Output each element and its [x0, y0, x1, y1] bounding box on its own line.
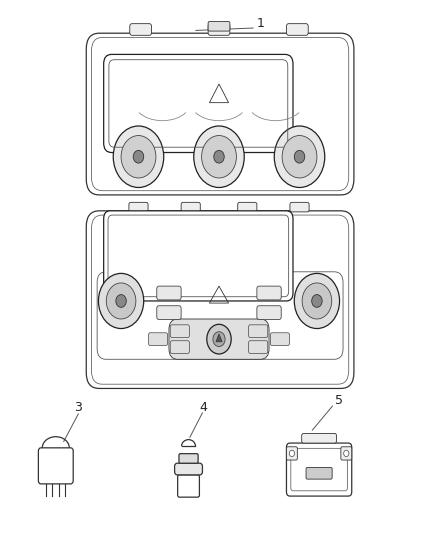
- Circle shape: [312, 295, 322, 308]
- Text: 5: 5: [335, 393, 343, 407]
- FancyBboxPatch shape: [286, 443, 352, 496]
- FancyBboxPatch shape: [157, 306, 181, 319]
- FancyBboxPatch shape: [175, 463, 202, 475]
- FancyBboxPatch shape: [179, 454, 198, 463]
- Circle shape: [213, 332, 225, 346]
- FancyBboxPatch shape: [290, 203, 309, 212]
- Text: 2: 2: [178, 225, 186, 239]
- FancyBboxPatch shape: [238, 203, 257, 212]
- FancyBboxPatch shape: [130, 23, 152, 35]
- Circle shape: [214, 150, 224, 163]
- Circle shape: [194, 126, 244, 188]
- FancyBboxPatch shape: [286, 447, 297, 460]
- FancyBboxPatch shape: [208, 21, 230, 31]
- FancyBboxPatch shape: [86, 211, 354, 389]
- FancyBboxPatch shape: [178, 475, 199, 497]
- Polygon shape: [216, 334, 222, 342]
- Circle shape: [282, 135, 317, 178]
- FancyBboxPatch shape: [170, 341, 189, 353]
- FancyBboxPatch shape: [169, 319, 269, 359]
- Circle shape: [133, 150, 144, 163]
- Circle shape: [274, 126, 325, 188]
- Text: 4: 4: [200, 400, 208, 414]
- FancyBboxPatch shape: [104, 54, 293, 152]
- FancyBboxPatch shape: [257, 286, 281, 300]
- Circle shape: [302, 283, 332, 319]
- Circle shape: [113, 126, 164, 188]
- FancyBboxPatch shape: [249, 325, 268, 337]
- FancyBboxPatch shape: [286, 23, 308, 35]
- Circle shape: [106, 283, 136, 319]
- FancyBboxPatch shape: [170, 325, 189, 337]
- Circle shape: [99, 273, 144, 328]
- FancyBboxPatch shape: [249, 341, 268, 353]
- FancyBboxPatch shape: [86, 33, 354, 195]
- FancyBboxPatch shape: [129, 203, 148, 212]
- Circle shape: [116, 295, 126, 308]
- FancyBboxPatch shape: [257, 306, 281, 319]
- FancyBboxPatch shape: [157, 286, 181, 300]
- FancyBboxPatch shape: [148, 333, 168, 345]
- Circle shape: [294, 150, 305, 163]
- FancyBboxPatch shape: [270, 333, 290, 345]
- FancyBboxPatch shape: [302, 433, 336, 443]
- FancyBboxPatch shape: [341, 447, 352, 460]
- Circle shape: [207, 324, 231, 354]
- FancyBboxPatch shape: [181, 203, 200, 212]
- FancyBboxPatch shape: [208, 23, 230, 35]
- Circle shape: [344, 450, 349, 457]
- FancyBboxPatch shape: [39, 448, 73, 484]
- Circle shape: [294, 273, 339, 328]
- FancyBboxPatch shape: [306, 467, 332, 479]
- FancyBboxPatch shape: [104, 211, 293, 301]
- Text: 3: 3: [74, 400, 81, 414]
- Text: 1: 1: [256, 17, 264, 30]
- Circle shape: [121, 135, 156, 178]
- Circle shape: [201, 135, 237, 178]
- Circle shape: [289, 450, 294, 457]
